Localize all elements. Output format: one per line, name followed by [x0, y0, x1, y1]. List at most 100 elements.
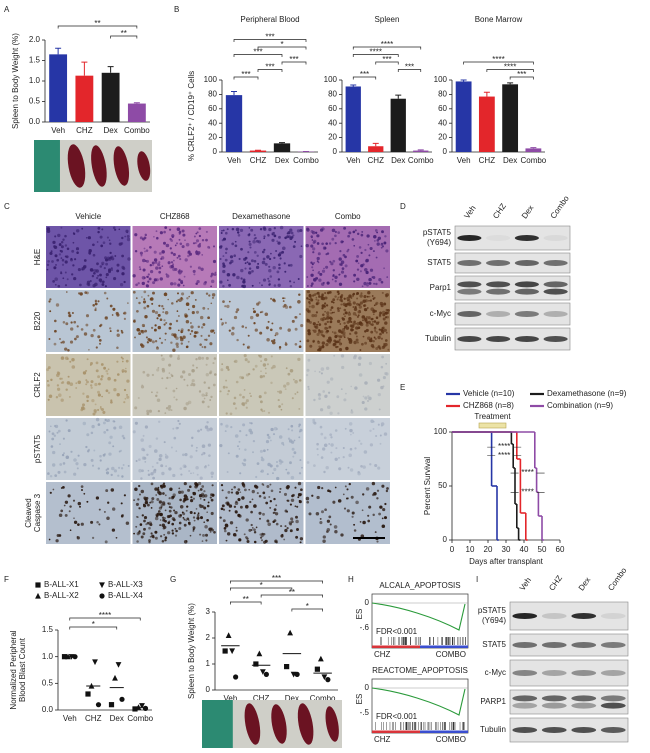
- cell: [227, 279, 229, 282]
- cell: [317, 453, 319, 456]
- significance-bracket: [69, 626, 118, 630]
- cell: [70, 450, 73, 453]
- cell: [228, 509, 231, 512]
- cell: [381, 326, 385, 330]
- significance-label: *: [280, 40, 283, 49]
- cell: [47, 260, 50, 263]
- cell: [311, 304, 315, 309]
- cell: [159, 277, 163, 281]
- cell: [172, 389, 176, 393]
- cell: [151, 391, 153, 394]
- cell: [238, 257, 241, 261]
- cell: [252, 368, 255, 371]
- cell: [271, 238, 275, 242]
- cell: [291, 397, 294, 400]
- cell: [287, 499, 290, 502]
- cell: [121, 254, 124, 258]
- cell: [169, 247, 172, 250]
- cell: [284, 270, 287, 273]
- cell: [286, 526, 289, 530]
- cell: [90, 386, 93, 389]
- cell: [170, 341, 173, 344]
- cell: [370, 419, 374, 423]
- cell: [342, 313, 345, 316]
- cell: [238, 448, 241, 450]
- cell: [51, 260, 54, 263]
- cell: [183, 378, 186, 381]
- cell: [152, 291, 155, 295]
- cell: [323, 267, 325, 270]
- cell: [192, 472, 195, 474]
- cell: [85, 445, 88, 449]
- cell: [285, 367, 288, 370]
- cell: [94, 403, 97, 406]
- cell: [318, 270, 320, 273]
- cell: [365, 323, 369, 327]
- cell: [105, 262, 108, 266]
- cell: [287, 372, 291, 376]
- cell: [120, 356, 123, 359]
- cell: [378, 408, 381, 411]
- cell: [142, 258, 146, 263]
- blot-band: [571, 642, 597, 648]
- cell: [175, 242, 179, 245]
- cell: [334, 457, 338, 461]
- cell: [369, 443, 374, 447]
- cell: [162, 492, 165, 495]
- significance-bracket: [230, 580, 323, 584]
- cell: [305, 373, 309, 377]
- cell: [213, 273, 217, 276]
- lane-label: CHZ: [491, 202, 508, 221]
- error-bar: [81, 61, 88, 76]
- cell: [62, 462, 66, 465]
- cell: [329, 339, 332, 342]
- cell: [166, 376, 169, 380]
- cell: [77, 268, 81, 272]
- legend-label: B-ALL-X3: [108, 580, 143, 589]
- cell: [330, 436, 333, 439]
- cell: [317, 261, 320, 264]
- cell: [185, 345, 189, 349]
- photo-ruler: [202, 700, 233, 748]
- cell: [154, 516, 159, 521]
- cell: [187, 488, 191, 492]
- blot-row-label: (Y694): [427, 238, 451, 247]
- cell: [212, 329, 215, 332]
- cell: [367, 316, 371, 320]
- cell: [184, 258, 188, 262]
- cell: [67, 375, 70, 378]
- cell: [355, 322, 357, 325]
- cell: [66, 278, 69, 281]
- x-axis-label: Days after transplant: [469, 557, 544, 566]
- cell: [207, 464, 210, 467]
- cell: [117, 373, 120, 376]
- cell: [363, 307, 368, 312]
- cell: [49, 474, 53, 478]
- cell: [57, 233, 61, 238]
- cell: [354, 331, 358, 335]
- significance-label: ***: [272, 574, 281, 583]
- cell: [196, 331, 199, 334]
- data-point: [222, 648, 228, 654]
- cell: [321, 307, 324, 310]
- cell: [244, 401, 248, 405]
- cell: [167, 531, 171, 535]
- cell: [297, 493, 302, 497]
- cell: [144, 329, 148, 333]
- cell: [59, 243, 62, 246]
- cell: [247, 251, 250, 254]
- cell: [64, 284, 68, 287]
- cell: [98, 523, 101, 526]
- cell: [203, 490, 206, 493]
- cell: [282, 444, 285, 446]
- cell: [157, 510, 161, 513]
- cell: [264, 312, 269, 317]
- cell: [307, 309, 311, 314]
- histology-image: [219, 290, 304, 352]
- histology-image: [132, 290, 217, 352]
- cell: [238, 440, 241, 443]
- cell: [256, 254, 259, 257]
- cell: [97, 408, 100, 412]
- cell: [87, 236, 91, 240]
- cell: [325, 242, 328, 245]
